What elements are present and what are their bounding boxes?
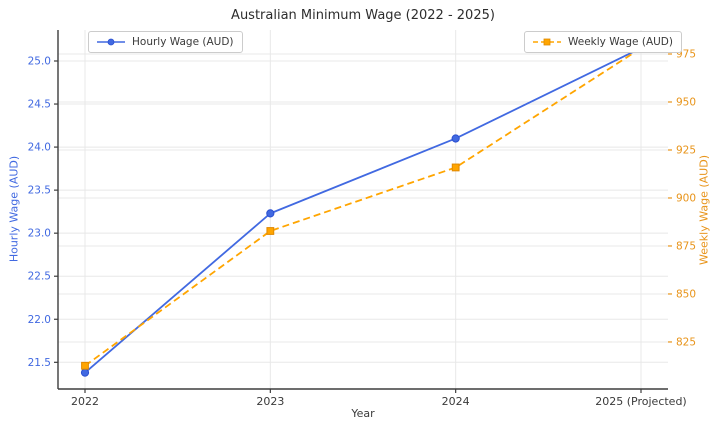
data-point-hourly-wage-aud	[451, 134, 460, 143]
legend-hourly-label: Hourly Wage (AUD)	[132, 36, 234, 48]
legend-hourly: Hourly Wage (AUD)	[88, 31, 243, 53]
left-tick-label: 22.5	[28, 271, 51, 283]
right-tick-label: 850	[676, 288, 696, 300]
legend-weekly: Weekly Wage (AUD)	[524, 31, 682, 53]
legend-weekly-label: Weekly Wage (AUD)	[568, 36, 673, 48]
legend-sample-weekly-line-icon	[533, 38, 561, 46]
x-tick-label: 2024	[442, 395, 470, 408]
data-point-weekly-wage-aud	[266, 227, 275, 235]
chart-title: Australian Minimum Wage (2022 - 2025)	[231, 8, 495, 23]
left-tick-label: 23.5	[28, 185, 51, 197]
data-point-weekly-wage-aud	[81, 361, 89, 370]
left-axis-label: Hourly Wage (AUD)	[7, 155, 21, 263]
legend-sample-hourly-line-icon	[97, 38, 125, 46]
data-point-hourly-wage-aud	[80, 368, 90, 377]
left-tick-label: 23.0	[28, 228, 51, 240]
right-tick-label: 950	[676, 96, 696, 108]
right-axis-label: Weekly Wage (AUD)	[697, 155, 711, 265]
left-tick-label: 25.0	[28, 55, 51, 67]
right-tick-label: 900	[676, 192, 696, 204]
data-point-hourly-wage-aud	[266, 209, 275, 218]
left-tick-label: 24.5	[28, 99, 51, 111]
right-tick-label: 825	[676, 336, 696, 348]
x-axis-label: Year	[351, 407, 375, 420]
left-tick-label: 22.0	[28, 314, 51, 326]
data-point-weekly-wage-aud	[451, 163, 460, 172]
series-line-weekly-wage-aud	[84, 47, 642, 367]
x-tick-label: 2022	[71, 395, 99, 408]
left-tick-label: 21.5	[28, 357, 51, 369]
right-tick-label: 925	[676, 144, 696, 156]
x-tick-label: 2023	[256, 395, 284, 408]
x-tick-label: 2025 (Projected)	[595, 395, 686, 408]
series-line-hourly-wage-aud	[84, 47, 642, 374]
left-tick-label: 24.0	[28, 142, 51, 154]
right-tick-label: 875	[676, 240, 696, 252]
